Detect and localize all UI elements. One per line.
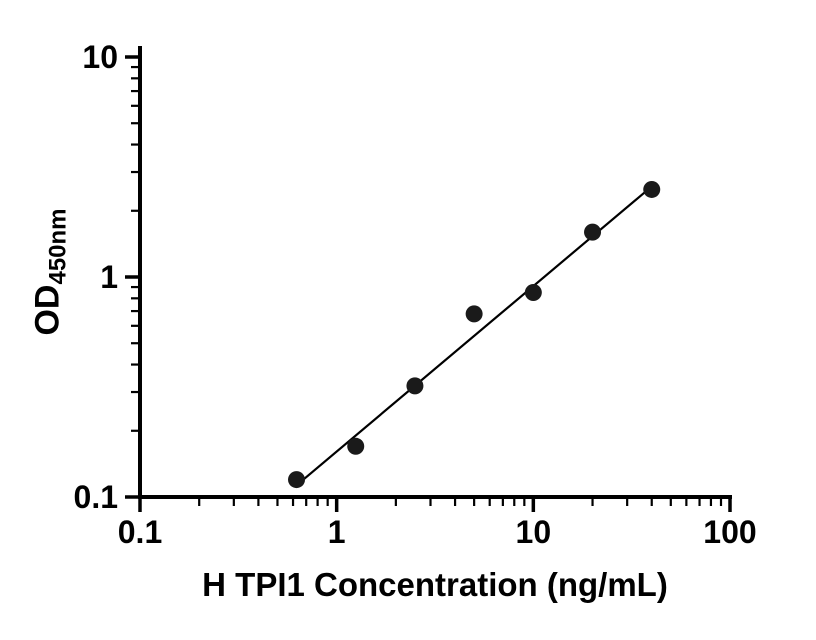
data-point-0 [288,471,306,489]
data-point-3 [465,305,483,323]
data-point-1 [347,437,365,455]
x-tick-label-1: 1 [328,514,346,550]
y-tick-label-0: 0.1 [74,479,118,515]
y-axis-title: OD450nm [28,208,72,336]
data-point-5 [584,223,602,241]
y-tick-label-2: 10 [82,39,118,75]
y-axis-title-main: OD [28,284,67,336]
x-axis-title: H TPI1 Concentration (ng/mL) [202,566,668,603]
data-point-2 [406,377,424,395]
x-tick-label-3: 100 [703,514,756,550]
y-axis-title-subscript: 450nm [44,208,72,285]
x-tick-label-0: 0.1 [118,514,162,550]
x-tick-label-2: 10 [516,514,552,550]
data-point-6 [643,180,661,198]
data-point-4 [524,284,542,302]
y-tick-label-1: 1 [100,259,118,295]
